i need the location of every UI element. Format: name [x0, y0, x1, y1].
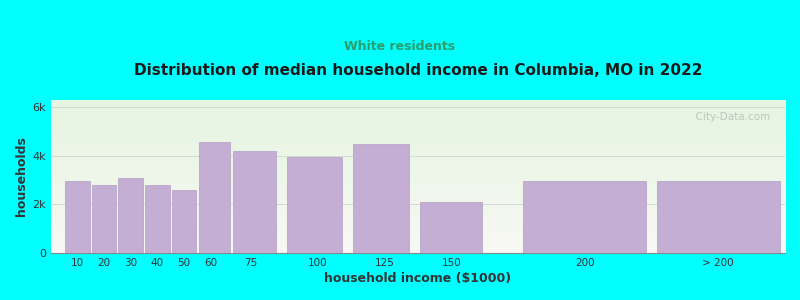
Text: White residents: White residents — [345, 40, 455, 53]
Text: City-Data.com: City-Data.com — [689, 112, 770, 122]
X-axis label: household income ($1000): household income ($1000) — [324, 272, 511, 285]
Bar — [199, 142, 230, 253]
Bar — [286, 157, 342, 253]
Bar — [657, 181, 780, 253]
Bar — [118, 178, 143, 253]
Title: Distribution of median household income in Columbia, MO in 2022: Distribution of median household income … — [134, 63, 702, 78]
Bar — [145, 185, 170, 253]
Bar — [233, 151, 276, 253]
Bar — [65, 181, 90, 253]
Bar — [421, 202, 482, 253]
Y-axis label: households: households — [15, 136, 28, 216]
Bar — [523, 181, 646, 253]
Bar — [92, 185, 116, 253]
Bar — [354, 144, 409, 253]
Bar — [172, 190, 197, 253]
